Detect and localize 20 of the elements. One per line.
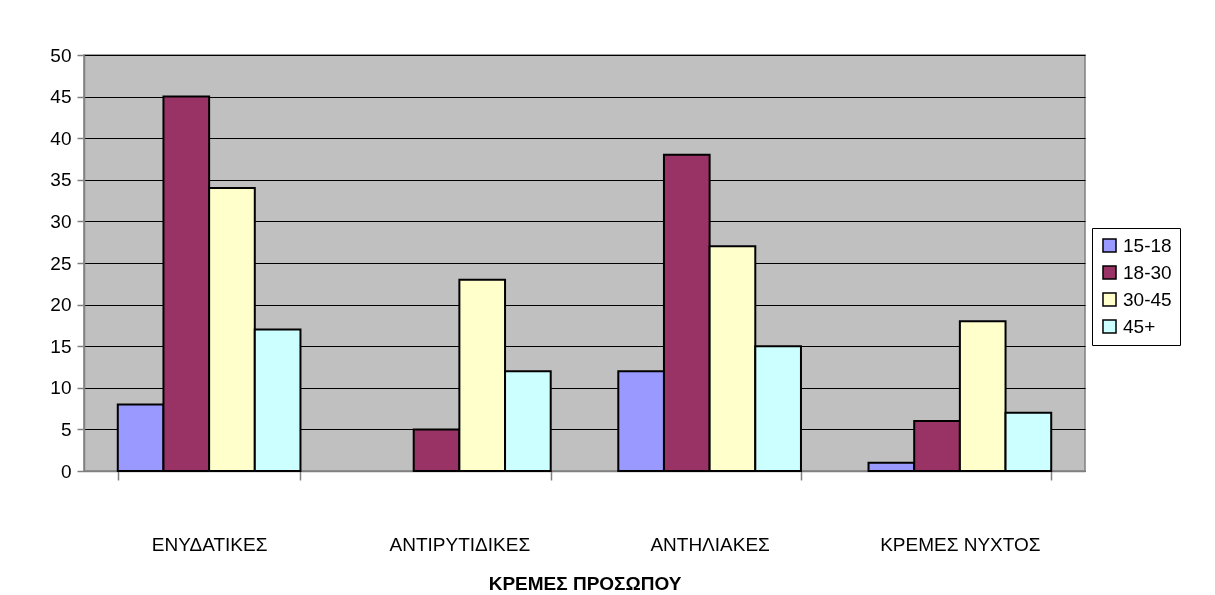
y-tick-label: 45 [50,86,72,108]
y-tick-label: 0 [60,460,72,482]
y-tick-label: 25 [50,252,72,274]
legend-label: 18-30 [1123,261,1172,283]
x-tick-label: ΚΡΕΜΕΣ ΝΥΧΤΟΣ [880,533,1041,555]
x-axis-title: ΚΡΕΜΕΣ ΠΡΟΣΩΠΟΥ [488,572,682,594]
y-tick-label: 30 [50,210,72,232]
y-tick-label: 40 [50,127,72,149]
x-tick-label: ΑΝΤΗΛΙΑΚΕΣ [650,533,770,555]
x-tick-label: ΑΝΤΙΡΥΤΙΔΙΚΕΣ [389,533,531,555]
legend-label: 15-18 [1123,234,1172,256]
legend-label: 45+ [1123,315,1156,337]
legend-label: 30-45 [1123,288,1172,310]
y-tick-label: 10 [50,377,72,399]
y-tick-label: 35 [50,169,72,191]
y-tick-label: 50 [50,44,72,66]
y-tick-label: 15 [50,335,72,357]
x-tick-label: ΕΝΥΔΑΤΙΚΕΣ [151,533,268,555]
y-tick-label: 5 [60,418,72,440]
y-tick-label: 20 [50,294,72,316]
